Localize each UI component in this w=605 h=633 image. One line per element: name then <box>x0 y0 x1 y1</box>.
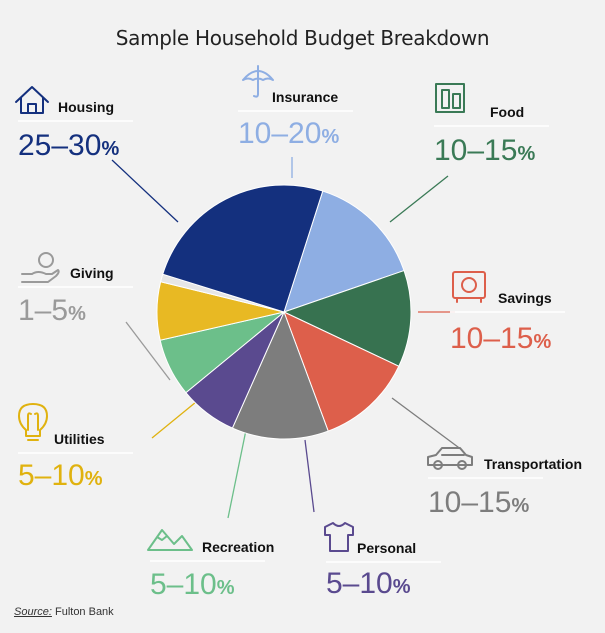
pie-slice-insurance <box>283 190 405 313</box>
pie-slice-savings <box>283 311 400 432</box>
mountain-icon <box>147 529 193 551</box>
giving-hand-icon <box>21 252 60 283</box>
slice-unit-recreation: % <box>217 577 235 599</box>
umbrella-icon <box>242 65 274 98</box>
pie-slice-food <box>282 269 412 367</box>
leader-line-personal <box>304 439 315 513</box>
source-note: Source: Fulton Bank <box>14 606 114 618</box>
chart-title: Sample Household Budget Breakdown <box>115 26 490 50</box>
slice-label-transportation: Transportation <box>484 456 582 472</box>
slice-unit-insurance: % <box>321 126 339 148</box>
slice-range-giving: 1–5 <box>18 294 68 327</box>
slice-value-utilities: 5–10% <box>18 459 103 492</box>
slice-unit-utilities: % <box>85 468 103 490</box>
leader-line-giving <box>125 321 171 381</box>
slice-value-housing: 25–30% <box>18 129 119 162</box>
slice-label-insurance: Insurance <box>272 89 338 105</box>
slice-range-utilities: 5–10 <box>18 459 85 492</box>
leader-line-utilities <box>151 401 197 439</box>
slice-label-giving: Giving <box>70 265 114 281</box>
slice-label-savings: Savings <box>498 290 552 306</box>
slice-range-savings: 10–15 <box>450 322 533 355</box>
slice-range-transportation: 10–15 <box>428 486 511 519</box>
slice-value-food: 10–15% <box>434 134 535 167</box>
safe-icon <box>452 271 486 303</box>
leader-line-transportation <box>391 397 463 451</box>
pie-slice-transportation <box>231 310 329 440</box>
slice-value-transportation: 10–15% <box>428 486 529 519</box>
slice-value-giving: 1–5% <box>18 294 86 327</box>
leader-line-food <box>389 175 449 223</box>
slice-value-insurance: 10–20% <box>238 117 339 150</box>
leader-line-housing <box>111 159 179 223</box>
slice-range-food: 10–15 <box>434 134 517 167</box>
slice-unit-giving: % <box>68 303 86 325</box>
grocery-icon <box>435 83 465 113</box>
car-icon <box>427 447 473 470</box>
shirt-icon <box>324 522 354 552</box>
slice-range-recreation: 5–10 <box>150 568 217 601</box>
lightbulb-icon <box>18 403 48 441</box>
slice-unit-food: % <box>517 143 535 165</box>
slice-label-recreation: Recreation <box>202 539 274 555</box>
slice-value-recreation: 5–10% <box>150 568 235 601</box>
pie-slice-housing <box>162 184 324 313</box>
slice-range-insurance: 10–20 <box>238 117 321 150</box>
slice-unit-housing: % <box>101 138 119 160</box>
slice-unit-transportation: % <box>511 495 529 517</box>
house-icon <box>15 86 49 114</box>
slice-label-utilities: Utilities <box>54 431 105 447</box>
slice-unit-personal: % <box>393 576 411 598</box>
slice-value-savings: 10–15% <box>450 322 551 355</box>
slice-range-housing: 25–30 <box>18 129 101 162</box>
slice-value-personal: 5–10% <box>326 567 411 600</box>
slice-range-personal: 5–10 <box>326 567 393 600</box>
source-label: Source: <box>14 606 52 618</box>
source-text: Fulton Bank <box>51 606 114 618</box>
slice-label-personal: Personal <box>357 540 416 556</box>
leader-line-recreation <box>227 429 247 519</box>
slice-label-housing: Housing <box>58 99 114 115</box>
slice-label-food: Food <box>490 104 524 120</box>
slice-unit-savings: % <box>533 331 551 353</box>
